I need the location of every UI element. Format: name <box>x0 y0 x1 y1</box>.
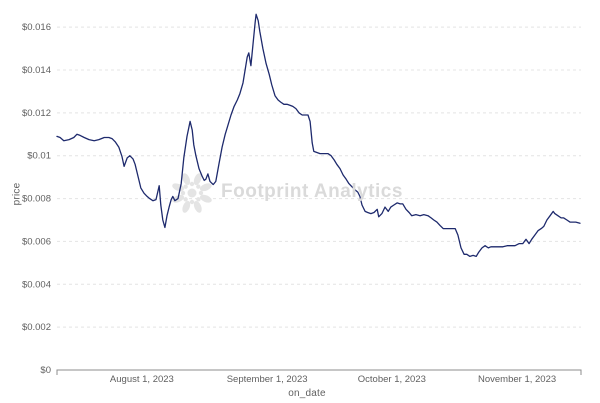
x-tick-label: October 1, 2023 <box>358 374 426 385</box>
watermark-text: Footprint Analytics <box>221 181 403 202</box>
footprint-logo-dot <box>189 181 195 187</box>
footprint-logo-ray <box>182 200 191 213</box>
y-tick-label: $0.01 <box>27 151 51 162</box>
footprint-logo-dot <box>180 190 186 196</box>
y-tick-label: $0.014 <box>22 65 51 76</box>
x-axis-line <box>56 369 582 375</box>
gridlines <box>57 26 581 328</box>
x-axis-title: on_date <box>288 388 326 399</box>
price-series-line <box>56 13 581 258</box>
y-tick-label: $0.006 <box>22 236 51 247</box>
y-axis-labels: $0 $0.002 $0.004 $0.006 $0.008 $0.01 $0.012 $0.… <box>22 22 51 376</box>
y-axis-title: price <box>11 182 23 206</box>
y-tick-label: $0.016 <box>22 22 51 33</box>
footprint-logo-dot <box>189 199 195 205</box>
x-tick-label: August 1, 2023 <box>110 374 174 385</box>
footprint-logo-dot <box>198 190 204 196</box>
y-tick-label: $0.002 <box>22 322 51 333</box>
y-tick-label: $0 <box>40 365 51 376</box>
x-tick-label: September 1, 2023 <box>227 374 308 385</box>
footprint-logo-ray <box>193 173 202 186</box>
footprint-logo-ray <box>182 173 191 186</box>
footprint-logo-dot <box>183 197 188 202</box>
footprint-logo-ray <box>193 200 202 213</box>
x-tick-label: November 1, 2023 <box>478 374 556 385</box>
y-tick-label: $0.004 <box>22 279 51 290</box>
footprint-logo-center <box>187 188 197 198</box>
footprint-logo-dot <box>196 184 201 189</box>
footprint-logo-ray <box>199 183 212 192</box>
y-tick-label: $0.008 <box>22 194 51 205</box>
x-axis-labels: August 1, 2023 September 1, 2023 October 1… <box>110 374 556 385</box>
footprint-logo-ray <box>199 194 212 203</box>
y-tick-label: $0.012 <box>22 108 51 119</box>
footprint-logo-dot <box>196 197 201 202</box>
footprint-logo-dot <box>183 184 188 189</box>
price-line-path <box>56 13 581 258</box>
x-axis <box>56 369 582 375</box>
